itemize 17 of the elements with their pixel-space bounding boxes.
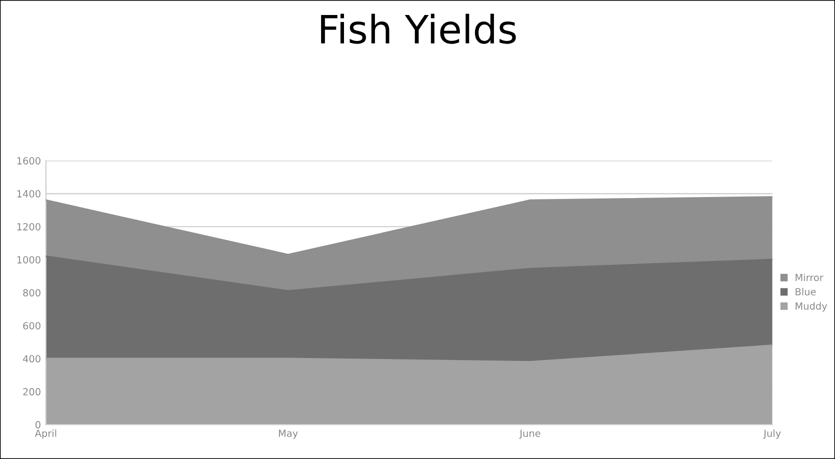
y-tick-label: 1400	[17, 190, 40, 198]
y-tick-label: 800	[23, 289, 40, 296]
x-tick-label: July	[763, 429, 781, 439]
y-tick-label: 0	[36, 421, 40, 428]
y-tick-label: 1000	[17, 256, 40, 264]
legend-label: Mirror	[796, 274, 824, 282]
legend-label: Blue	[796, 288, 816, 296]
x-tick-label: April	[34, 429, 56, 439]
x-tick-label: May	[278, 430, 298, 439]
y-tick-label: 1200	[17, 223, 40, 230]
chart-title: Fish Yields	[321, 14, 516, 44]
y-tick-label: 600	[23, 322, 40, 330]
x-tick-label: June	[519, 430, 540, 439]
y-tick-label: 400	[22, 355, 40, 362]
legend-label: Muddy	[796, 302, 828, 312]
y-tick-label: 1600	[17, 157, 40, 164]
y-tick-label: 200	[23, 388, 40, 396]
